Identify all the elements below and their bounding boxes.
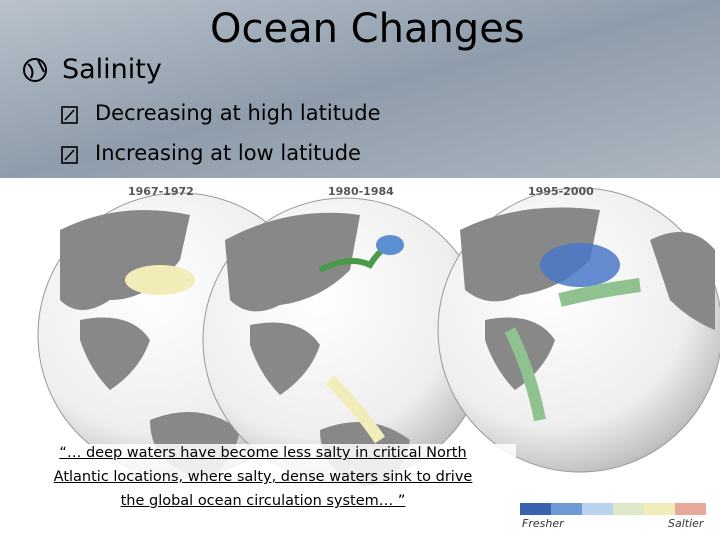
legend-bar xyxy=(520,503,706,515)
legend-label: Fresher xyxy=(522,517,564,530)
legend-label: Saltier xyxy=(668,517,704,530)
quote-line: the global ocean circulation system… ” xyxy=(120,493,406,509)
bullet-icon xyxy=(23,58,47,82)
slide-title: Ocean Changes xyxy=(210,6,525,52)
panel-label: 1995-2000 xyxy=(528,185,594,198)
quote-line: Atlantic locations, where salty, dense w… xyxy=(53,469,473,485)
quote-line: “… deep waters have become less salty in… xyxy=(59,445,467,461)
quote-backdrop xyxy=(12,444,516,540)
sub-bullet: Increasing at low latitude xyxy=(95,141,361,165)
globe xyxy=(437,187,720,473)
bullet: Salinity xyxy=(62,54,162,85)
sub-bullet-icon xyxy=(61,106,78,164)
sub-bullet: Decreasing at high latitude xyxy=(95,101,381,125)
background xyxy=(0,0,720,178)
panel-label: 1967-1972 xyxy=(128,185,194,198)
globe xyxy=(202,197,488,486)
panel-label: 1980-1984 xyxy=(328,185,394,198)
